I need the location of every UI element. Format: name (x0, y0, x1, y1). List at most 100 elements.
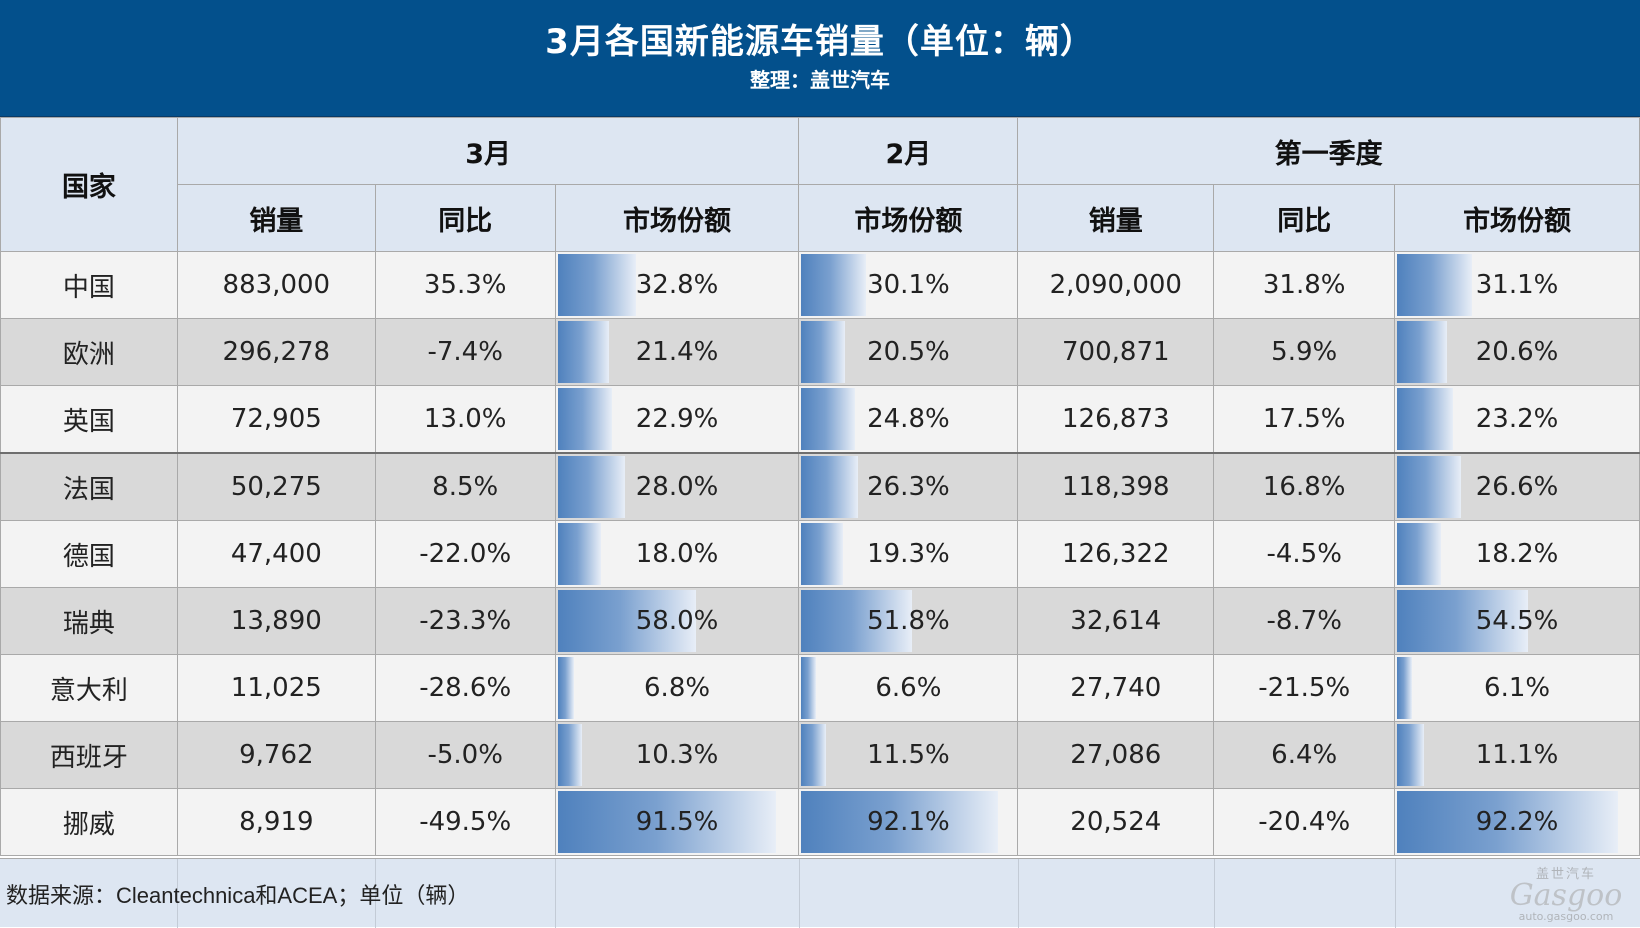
share-value: 58.0% (635, 606, 719, 636)
table-row: 挪威 8,919 -49.5% 91.5% 92.1% 20,524 -20.4% 92.2% (0, 788, 1640, 856)
february-share-cell: 19.3% (798, 520, 1019, 588)
share-value: 26.6% (1475, 472, 1559, 502)
february-share-cell: 51.8% (798, 587, 1019, 655)
subheader-march-share: 市场份额 (554, 184, 800, 252)
march-sales-cell: 9,762 (176, 721, 376, 789)
group-header-q1: 第一季度 (1017, 117, 1640, 185)
footer-divider (1214, 859, 1215, 928)
february-share-cell: 6.6% (798, 654, 1019, 722)
share-bar (801, 456, 858, 518)
subheader-march-sales: 销量 (176, 184, 376, 252)
table-row: 中国 883,000 35.3% 32.8% 30.1% 2,090,000 31.8% 31… (0, 251, 1640, 319)
share-bar (557, 590, 697, 652)
share-value: 51.8% (867, 606, 950, 636)
march-yoy-cell: -28.6% (374, 654, 556, 722)
march-yoy-cell: 35.3% (374, 251, 556, 319)
page-subtitle: 整理：盖世汽车 (750, 68, 890, 92)
q1-yoy-cell: -20.4% (1213, 788, 1396, 856)
march-sales-cell: 883,000 (176, 251, 376, 319)
march-share-cell: 22.9% (554, 385, 800, 454)
table-row: 德国 47,400 -22.0% 18.0% 19.3% 126,322 -4.5% 18.2… (0, 520, 1640, 588)
share-bar (557, 523, 601, 585)
february-share-cell: 20.5% (798, 318, 1019, 386)
table-row: 意大利 11,025 -28.6% 6.8% 6.6% 27,740 -21.5% 6.1% (0, 654, 1640, 722)
share-value: 18.0% (635, 539, 719, 569)
share-value: 21.4% (635, 337, 719, 367)
share-value: 11.5% (867, 740, 950, 770)
q1-sales-cell: 20,524 (1017, 788, 1215, 856)
country-cell: 瑞典 (0, 587, 178, 655)
table-row: 瑞典 13,890 -23.3% 58.0% 51.8% 32,614 -8.7% 54.5% (0, 587, 1640, 655)
subheader-february-share: 市场份额 (798, 184, 1019, 252)
q1-sales-cell: 27,086 (1017, 721, 1215, 789)
share-bar (557, 388, 613, 450)
share-value: 32.8% (635, 270, 719, 300)
march-sales-cell: 47,400 (176, 520, 376, 588)
q1-yoy-cell: -8.7% (1213, 587, 1396, 655)
q1-sales-cell: 126,873 (1017, 385, 1215, 454)
q1-sales-cell: 32,614 (1017, 587, 1215, 655)
subheader-march-yoy: 同比 (374, 184, 556, 252)
share-bar (1397, 456, 1461, 518)
share-value: 6.1% (1484, 673, 1551, 703)
country-cell: 欧洲 (0, 318, 178, 386)
table-body: 中国 883,000 35.3% 32.8% 30.1% 2,090,000 31.8% 31… (0, 251, 1640, 856)
march-sales-cell: 296,278 (176, 318, 376, 386)
march-share-cell: 32.8% (554, 251, 800, 319)
q1-yoy-cell: 31.8% (1213, 251, 1396, 319)
february-share-cell: 11.5% (798, 721, 1019, 789)
q1-sales-cell: 126,322 (1017, 520, 1215, 588)
footer-divider (799, 859, 800, 928)
q1-yoy-cell: 16.8% (1213, 452, 1396, 521)
table-row: 西班牙 9,762 -5.0% 10.3% 11.5% 27,086 6.4% 11.1% (0, 721, 1640, 789)
q1-yoy-cell: 17.5% (1213, 385, 1396, 454)
footer-divider (1395, 859, 1396, 928)
sales-table: 国家 3月 2月 第一季度 销量 同比 市场份额 市场份额 销量 同比 市场份额… (0, 117, 1640, 856)
country-column-header: 国家 (0, 117, 178, 252)
watermark-word: Gasgoo (1509, 878, 1623, 913)
share-bar (801, 321, 846, 383)
country-cell: 西班牙 (0, 721, 178, 789)
share-value: 20.5% (867, 337, 950, 367)
table-row: 法国 50,275 8.5% 28.0% 26.3% 118,398 16.8% 26.6% (0, 452, 1640, 521)
q1-sales-cell: 700,871 (1017, 318, 1215, 386)
march-sales-cell: 8,919 (176, 788, 376, 856)
q1-share-cell: 54.5% (1394, 587, 1640, 655)
share-bar (1397, 590, 1528, 652)
q1-share-cell: 18.2% (1394, 520, 1640, 588)
share-value: 18.2% (1475, 539, 1559, 569)
share-value: 6.6% (875, 673, 942, 703)
march-yoy-cell: -49.5% (374, 788, 556, 856)
q1-yoy-cell: -21.5% (1213, 654, 1396, 722)
march-sales-cell: 50,275 (176, 452, 376, 521)
country-cell: 中国 (0, 251, 178, 319)
march-share-cell: 10.3% (554, 721, 800, 789)
country-cell: 德国 (0, 520, 178, 588)
share-value: 92.2% (1475, 807, 1559, 837)
country-cell: 法国 (0, 452, 178, 521)
share-bar (557, 657, 574, 719)
subheader-q1-yoy: 同比 (1213, 184, 1396, 252)
march-share-cell: 21.4% (554, 318, 800, 386)
share-bar (801, 388, 855, 450)
q1-share-cell: 92.2% (1394, 788, 1640, 856)
share-value: 6.8% (644, 673, 711, 703)
country-cell: 挪威 (0, 788, 178, 856)
share-bar (1397, 724, 1424, 786)
share-bar (1397, 791, 1619, 853)
march-yoy-cell: -22.0% (374, 520, 556, 588)
march-share-cell: 91.5% (554, 788, 800, 856)
share-value: 92.1% (867, 807, 950, 837)
share-bar (801, 657, 816, 719)
march-sales-cell: 13,890 (176, 587, 376, 655)
share-bar (1397, 657, 1412, 719)
title-bar: 3月各国新能源车销量（单位：辆） 整理：盖世汽车 (0, 0, 1640, 117)
q1-share-cell: 23.2% (1394, 385, 1640, 454)
march-sales-cell: 11,025 (176, 654, 376, 722)
share-bar (1397, 321, 1447, 383)
share-bar (557, 791, 777, 853)
group-header-march: 3月 (176, 117, 800, 185)
share-bar (801, 791, 999, 853)
share-value: 54.5% (1475, 606, 1559, 636)
q1-share-cell: 26.6% (1394, 452, 1640, 521)
